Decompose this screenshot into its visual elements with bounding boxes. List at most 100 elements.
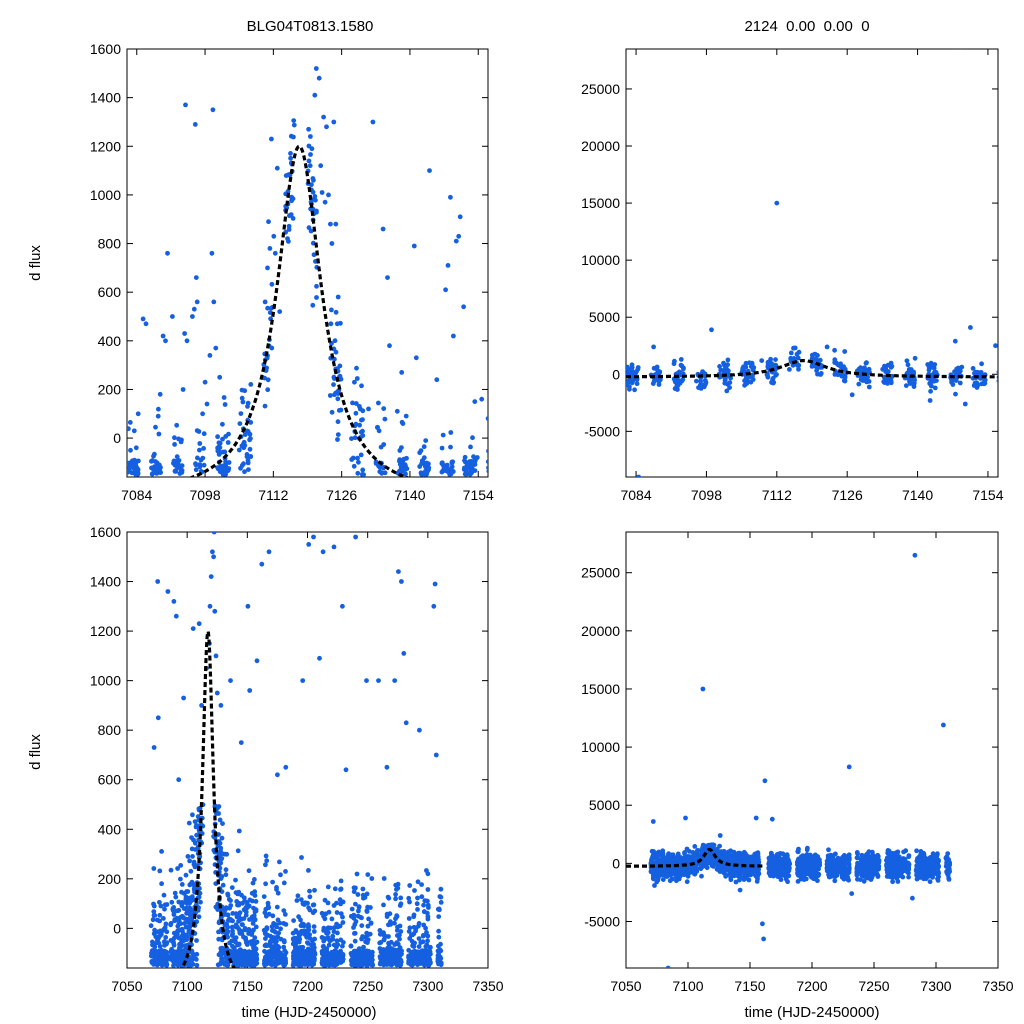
data-point xyxy=(174,454,180,460)
data-point xyxy=(209,250,215,256)
data-point xyxy=(436,914,442,919)
data-point xyxy=(785,879,790,885)
data-point xyxy=(433,752,439,758)
data-point xyxy=(381,442,387,447)
data-point xyxy=(223,463,229,469)
data-point xyxy=(295,893,301,899)
data-point xyxy=(629,380,635,386)
data-point xyxy=(311,177,316,183)
data-point xyxy=(394,914,400,919)
data-point xyxy=(338,878,344,884)
data-point xyxy=(196,914,202,920)
x-tick-label: 7150 xyxy=(734,978,765,994)
data-point xyxy=(181,695,187,701)
data-point xyxy=(159,881,165,887)
data-point xyxy=(165,589,171,594)
data-point xyxy=(774,372,779,377)
data-point xyxy=(175,866,181,871)
data-point xyxy=(246,467,251,472)
data-point xyxy=(384,764,390,770)
data-point xyxy=(272,250,278,256)
data-point xyxy=(312,908,318,914)
data-point xyxy=(187,923,193,929)
data-point xyxy=(357,422,362,428)
data-point xyxy=(426,957,432,963)
data-point xyxy=(423,925,428,931)
data-point xyxy=(245,460,251,466)
data-point xyxy=(979,361,984,367)
data-point xyxy=(863,360,869,366)
data-point xyxy=(750,373,755,379)
data-point xyxy=(266,549,272,555)
data-point xyxy=(353,901,358,907)
data-point xyxy=(225,924,231,930)
x-axis-title-bottom-right: time (HJD-2450000) xyxy=(744,1004,879,1021)
data-point xyxy=(226,431,231,437)
data-point xyxy=(326,192,331,198)
data-point xyxy=(404,466,410,472)
data-point xyxy=(281,944,287,950)
x-tick-label: 7112 xyxy=(258,487,288,503)
data-point xyxy=(237,421,243,426)
data-point xyxy=(474,455,480,460)
y-tick-label: 25000 xyxy=(581,81,620,97)
data-point xyxy=(728,375,733,381)
data-point xyxy=(211,554,217,560)
data-point xyxy=(164,962,170,968)
data-point xyxy=(396,569,401,574)
data-point xyxy=(789,357,795,362)
data-point xyxy=(312,951,318,957)
data-point xyxy=(274,887,279,892)
data-point xyxy=(353,534,358,540)
data-point xyxy=(207,353,213,358)
data-point xyxy=(252,917,258,923)
data-point xyxy=(225,934,231,940)
data-point xyxy=(351,889,357,895)
data-point xyxy=(326,909,332,915)
data-point xyxy=(470,435,475,441)
data-point xyxy=(219,889,225,894)
data-point xyxy=(306,158,312,164)
data-point xyxy=(311,252,317,258)
data-point xyxy=(218,703,224,708)
data-point xyxy=(248,454,254,459)
data-point xyxy=(194,951,200,957)
data-point xyxy=(314,283,319,289)
data-point xyxy=(438,941,443,947)
data-point xyxy=(160,333,166,339)
data-point xyxy=(226,460,232,465)
data-point xyxy=(186,820,192,826)
data-point xyxy=(353,410,359,416)
data-point xyxy=(786,862,792,868)
data-point xyxy=(175,932,180,937)
data-point xyxy=(278,950,283,956)
data-point xyxy=(437,947,443,953)
data-point xyxy=(240,922,245,927)
data-point xyxy=(403,720,409,726)
data-point xyxy=(128,447,133,453)
data-point xyxy=(239,463,245,468)
data-point xyxy=(695,866,700,872)
data-point xyxy=(318,163,324,169)
data-point xyxy=(397,936,402,942)
data-point xyxy=(451,333,456,339)
data-point xyxy=(196,429,202,434)
data-point xyxy=(407,899,412,905)
y-tick-label: 600 xyxy=(98,284,122,300)
data-point xyxy=(996,375,998,380)
y-tick-label: 10000 xyxy=(581,252,620,268)
data-point xyxy=(310,302,316,308)
data-point xyxy=(193,467,199,473)
data-point xyxy=(162,906,167,912)
data-point xyxy=(156,406,161,412)
data-point xyxy=(953,391,958,397)
data-point xyxy=(728,875,734,880)
data-point xyxy=(157,868,163,874)
data-point xyxy=(369,955,374,961)
data-point xyxy=(180,387,186,392)
data-point xyxy=(773,357,778,362)
y-tick-label: 1200 xyxy=(90,623,121,639)
data-point xyxy=(220,882,226,888)
data-point xyxy=(678,357,684,362)
data-point xyxy=(993,343,998,349)
